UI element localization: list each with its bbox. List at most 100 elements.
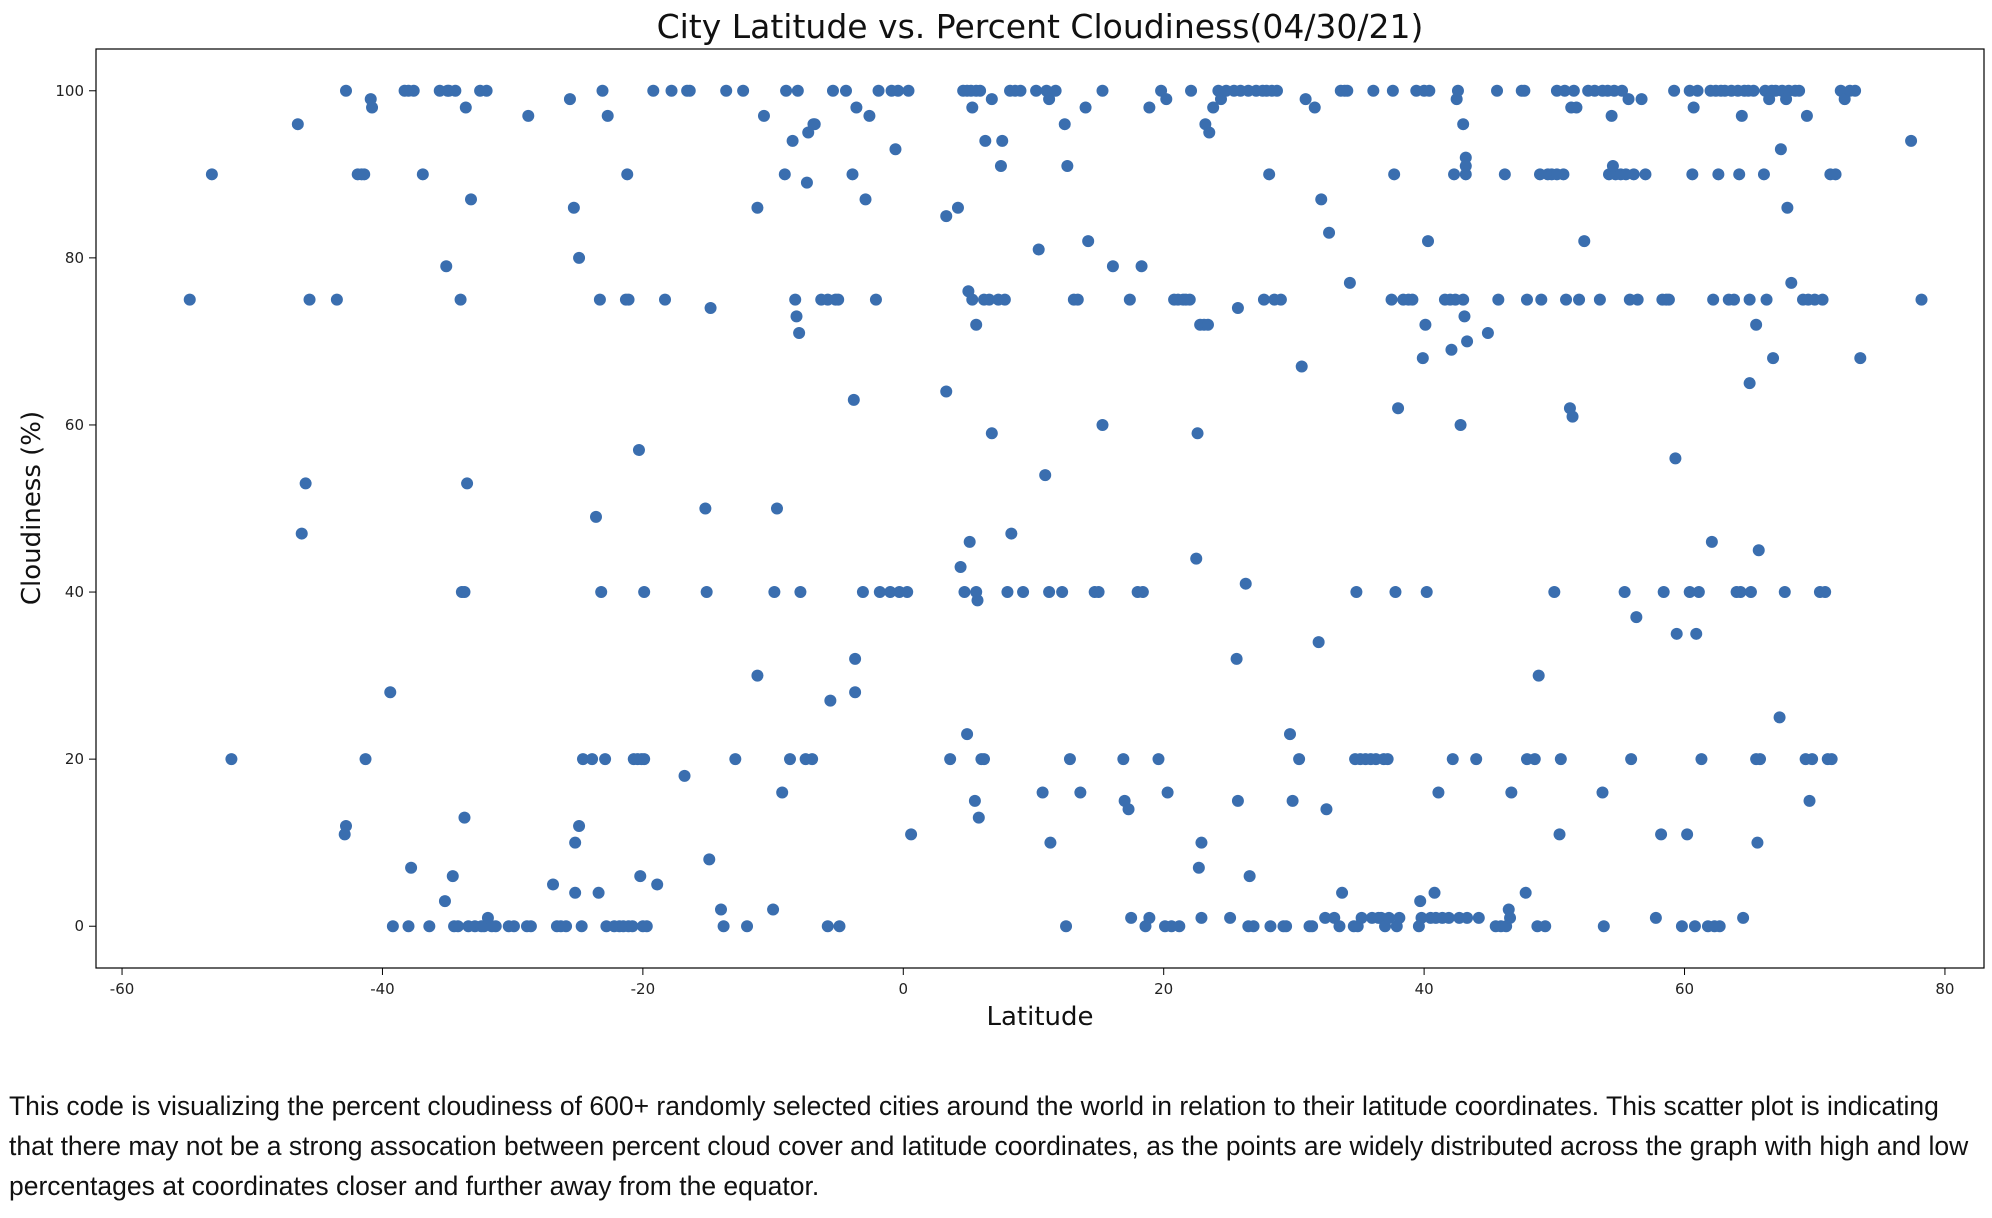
data-point — [458, 586, 471, 599]
data-point — [1692, 586, 1705, 599]
data-point — [985, 427, 998, 440]
data-point — [856, 586, 869, 599]
data-point — [1734, 586, 1747, 599]
data-point — [1470, 753, 1483, 766]
data-point — [461, 477, 474, 490]
data-point — [846, 168, 859, 181]
data-point — [978, 753, 991, 766]
data-point — [659, 293, 672, 306]
data-point — [1136, 586, 1149, 599]
data-point — [1457, 293, 1470, 306]
data-points — [183, 84, 1928, 933]
data-point — [454, 293, 467, 306]
data-point — [1063, 753, 1076, 766]
data-point — [968, 794, 981, 807]
data-point — [872, 84, 885, 97]
data-point — [958, 586, 971, 599]
data-point — [859, 193, 872, 206]
data-point — [1306, 920, 1319, 933]
x-tick-label: 0 — [899, 980, 909, 998]
data-point — [794, 586, 807, 599]
data-point — [1625, 753, 1638, 766]
data-point — [480, 84, 493, 97]
data-point — [703, 853, 716, 866]
data-point — [1293, 753, 1306, 766]
data-point — [1448, 168, 1461, 181]
data-point — [1668, 84, 1681, 97]
data-point — [1044, 836, 1057, 849]
data-point — [1459, 159, 1472, 172]
data-point — [573, 819, 586, 832]
data-point — [1454, 418, 1467, 431]
data-point — [1705, 535, 1718, 548]
data-point — [1122, 803, 1135, 816]
data-point — [303, 293, 316, 306]
data-point — [451, 920, 464, 933]
data-point — [446, 870, 459, 883]
data-point — [902, 84, 915, 97]
data-point — [1616, 84, 1629, 97]
data-point — [1299, 93, 1312, 106]
data-point — [1539, 920, 1552, 933]
data-point — [1793, 84, 1806, 97]
data-point — [1681, 828, 1694, 841]
data-point — [1270, 84, 1283, 97]
data-point — [524, 920, 537, 933]
data-point — [1386, 84, 1399, 97]
data-point — [1670, 627, 1683, 640]
data-point — [1618, 586, 1631, 599]
data-point — [770, 502, 783, 515]
data-point — [507, 920, 520, 933]
data-point — [1446, 753, 1459, 766]
data-point — [560, 920, 573, 933]
data-point — [1030, 84, 1043, 97]
data-point — [985, 93, 998, 106]
data-point — [592, 886, 605, 899]
data-point — [621, 168, 634, 181]
data-point — [1548, 586, 1561, 599]
data-point — [586, 753, 599, 766]
data-point — [850, 101, 863, 114]
data-point — [622, 293, 635, 306]
data-point — [1419, 318, 1432, 331]
data-point — [1803, 794, 1816, 807]
data-point — [1578, 235, 1591, 248]
data-point — [1231, 301, 1244, 314]
data-point — [1567, 84, 1580, 97]
data-point — [1757, 168, 1770, 181]
data-point — [634, 870, 647, 883]
data-point — [971, 594, 984, 607]
data-point — [970, 318, 983, 331]
data-point — [751, 669, 764, 682]
data-point — [1264, 920, 1277, 933]
data-point — [1017, 586, 1030, 599]
data-point — [1713, 920, 1726, 933]
data-point — [386, 920, 399, 933]
data-point — [1082, 235, 1095, 248]
data-point — [1504, 911, 1517, 924]
x-axis: -60 -40 -20 0 20 40 60 80 — [110, 968, 1954, 998]
data-point — [1451, 84, 1464, 97]
data-point — [384, 686, 397, 699]
data-point — [1560, 293, 1573, 306]
data-point — [768, 586, 781, 599]
data-point — [1192, 861, 1205, 874]
x-tick-label: -60 — [110, 980, 135, 998]
data-point — [1566, 410, 1579, 423]
data-point — [449, 84, 462, 97]
data-point — [1231, 794, 1244, 807]
data-point — [1385, 293, 1398, 306]
y-axis-label: Cloudiness (%) — [17, 411, 47, 605]
data-point — [1491, 84, 1504, 97]
data-point — [1195, 836, 1208, 849]
data-point — [1570, 101, 1583, 114]
data-point — [1283, 728, 1296, 741]
data-point — [569, 836, 582, 849]
data-point — [1224, 911, 1237, 924]
data-point — [440, 260, 453, 273]
data-point — [1423, 84, 1436, 97]
data-point — [1687, 101, 1700, 114]
data-point — [489, 920, 502, 933]
data-point — [1630, 611, 1643, 624]
data-point — [1597, 920, 1610, 933]
